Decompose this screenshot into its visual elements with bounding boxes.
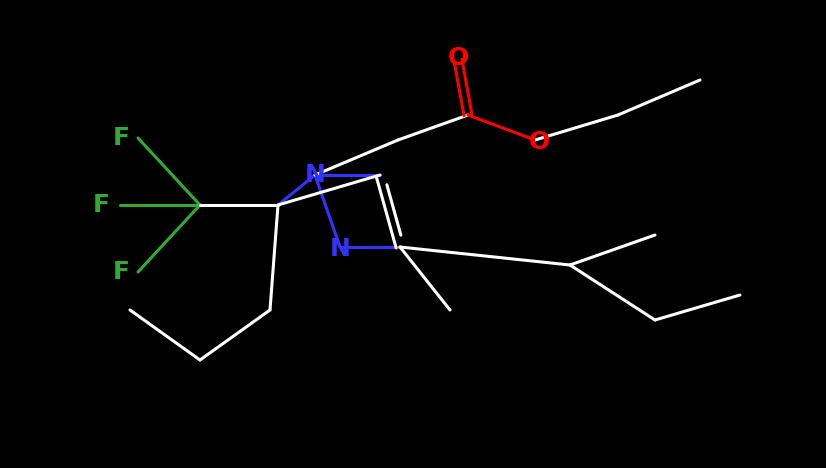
Text: F: F bbox=[113, 126, 130, 150]
Text: N: N bbox=[305, 163, 325, 187]
Text: O: O bbox=[529, 130, 549, 154]
Text: F: F bbox=[93, 193, 110, 217]
Text: O: O bbox=[448, 46, 468, 70]
Text: N: N bbox=[330, 237, 350, 261]
Text: F: F bbox=[113, 260, 130, 284]
